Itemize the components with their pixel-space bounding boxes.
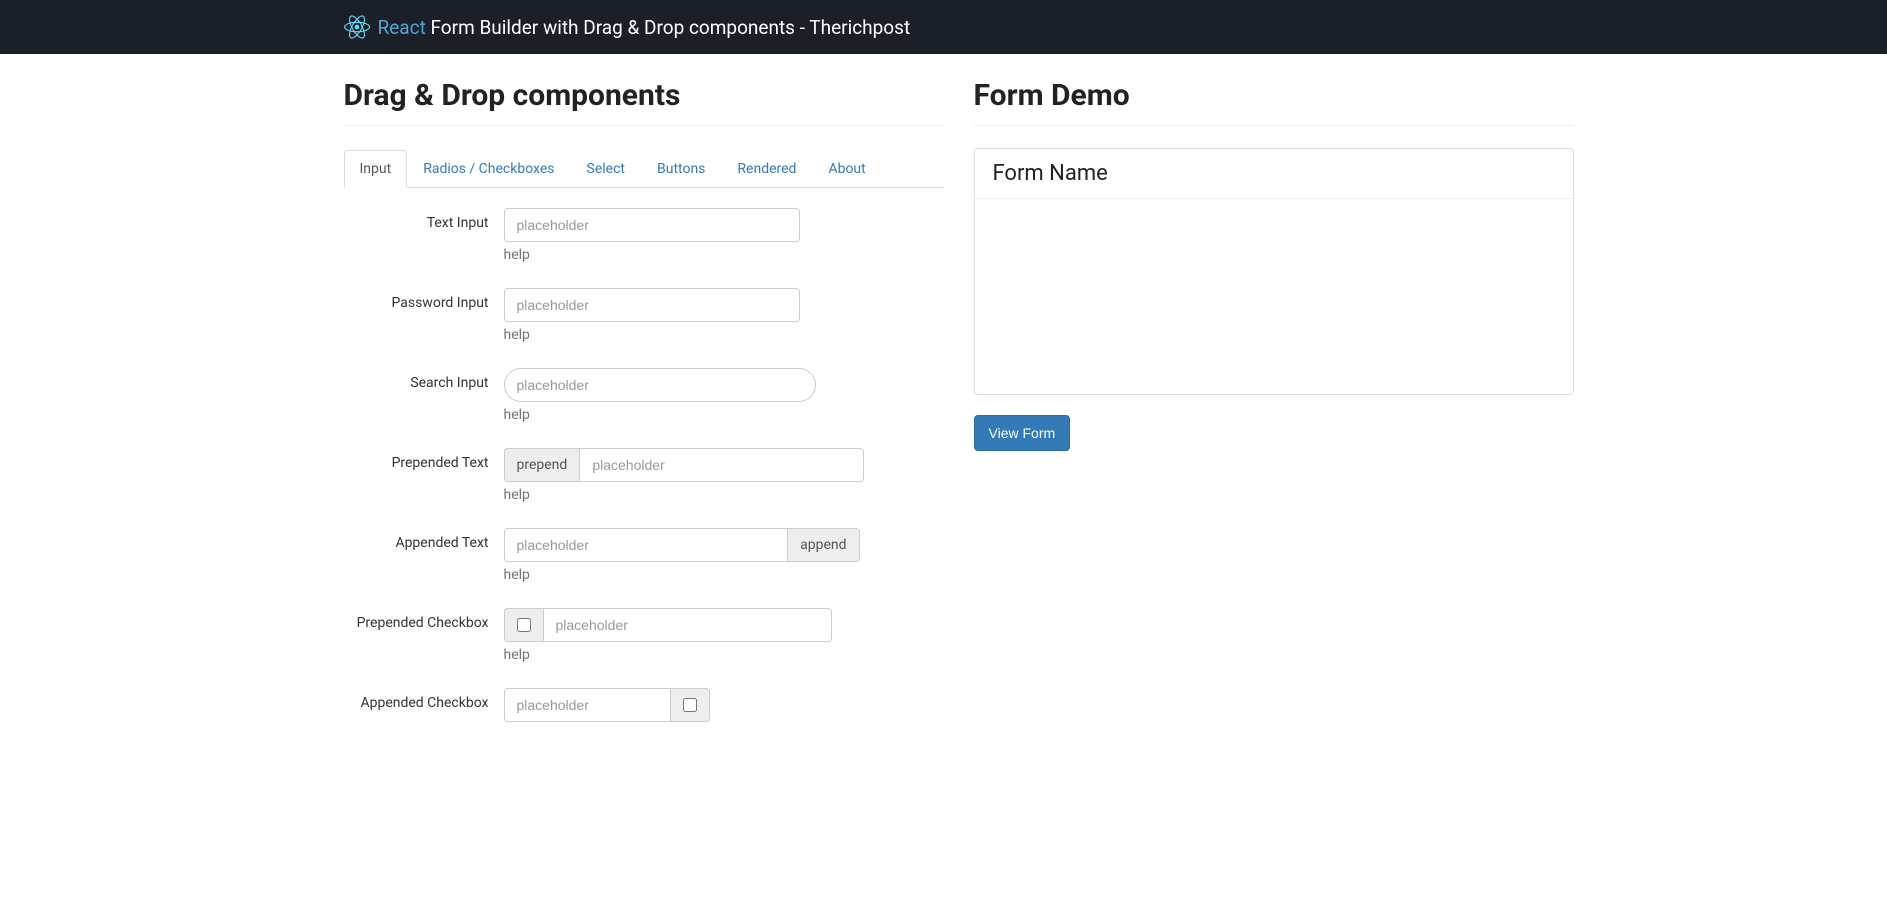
tab-content: Text Input help Password Input help Sear… bbox=[344, 188, 944, 722]
password-input-help: help bbox=[504, 327, 944, 343]
react-logo-icon bbox=[344, 14, 370, 40]
brand-react-word: React bbox=[378, 16, 426, 39]
form-demo-body[interactable] bbox=[975, 199, 1573, 394]
form-name-header: Form Name bbox=[975, 149, 1573, 199]
prepended-text-field[interactable] bbox=[579, 448, 863, 482]
navbar: React Form Builder with Drag & Drop comp… bbox=[0, 0, 1887, 54]
tabs-nav: Input Radios / Checkboxes Select Buttons… bbox=[344, 150, 944, 188]
tab-select[interactable]: Select bbox=[571, 150, 641, 188]
prepend-addon: prepend bbox=[504, 448, 580, 482]
search-input-help: help bbox=[504, 407, 944, 423]
prepended-text-label: Prepended Text bbox=[344, 448, 504, 471]
appended-text-field[interactable] bbox=[504, 528, 789, 562]
text-input-label: Text Input bbox=[344, 208, 504, 231]
tab-input[interactable]: Input bbox=[344, 150, 408, 188]
append-checkbox-addon bbox=[671, 688, 710, 722]
password-input-field[interactable] bbox=[504, 288, 800, 322]
text-input-field[interactable] bbox=[504, 208, 800, 242]
left-column: Drag & Drop components Input Radios / Ch… bbox=[344, 54, 944, 737]
appended-checkbox-label: Appended Checkbox bbox=[344, 688, 504, 711]
prepended-checkbox-group[interactable]: Prepended Checkbox help bbox=[344, 608, 944, 673]
brand-title-rest: Form Builder with Drag & Drop components… bbox=[426, 16, 910, 39]
prepended-text-help: help bbox=[504, 487, 944, 503]
append-addon: append bbox=[788, 528, 859, 562]
search-input-group[interactable]: Search Input help bbox=[344, 368, 944, 433]
tab-buttons[interactable]: Buttons bbox=[641, 150, 721, 188]
password-input-label: Password Input bbox=[344, 288, 504, 311]
appended-checkbox-group[interactable]: Appended Checkbox bbox=[344, 688, 944, 722]
appended-text-group[interactable]: Appended Text append help bbox=[344, 528, 944, 593]
right-column: Form Demo Form Name View Form bbox=[974, 54, 1574, 737]
prepend-checkbox[interactable] bbox=[517, 618, 531, 632]
tab-radios-checkboxes[interactable]: Radios / Checkboxes bbox=[407, 150, 570, 188]
append-checkbox[interactable] bbox=[683, 698, 697, 712]
appended-checkbox-field[interactable] bbox=[504, 688, 671, 722]
prepended-checkbox-field[interactable] bbox=[543, 608, 832, 642]
password-input-group[interactable]: Password Input help bbox=[344, 288, 944, 353]
text-input-group[interactable]: Text Input help bbox=[344, 208, 944, 273]
brand-title: React Form Builder with Drag & Drop comp… bbox=[378, 16, 911, 39]
text-input-help: help bbox=[504, 247, 944, 263]
prepended-checkbox-help: help bbox=[504, 647, 944, 663]
prepend-checkbox-addon bbox=[504, 608, 543, 642]
appended-text-label: Appended Text bbox=[344, 528, 504, 551]
form-demo-title: Form Demo bbox=[974, 78, 1574, 126]
form-demo-panel: Form Name bbox=[974, 148, 1574, 395]
view-form-button[interactable]: View Form bbox=[974, 415, 1071, 451]
prepended-checkbox-label: Prepended Checkbox bbox=[344, 608, 504, 631]
tab-rendered[interactable]: Rendered bbox=[721, 150, 812, 188]
search-input-label: Search Input bbox=[344, 368, 504, 391]
appended-text-help: help bbox=[504, 567, 944, 583]
tab-about[interactable]: About bbox=[812, 150, 881, 188]
prepended-text-group[interactable]: Prepended Text prepend help bbox=[344, 448, 944, 513]
search-input-field[interactable] bbox=[504, 368, 816, 402]
components-title: Drag & Drop components bbox=[344, 78, 944, 126]
